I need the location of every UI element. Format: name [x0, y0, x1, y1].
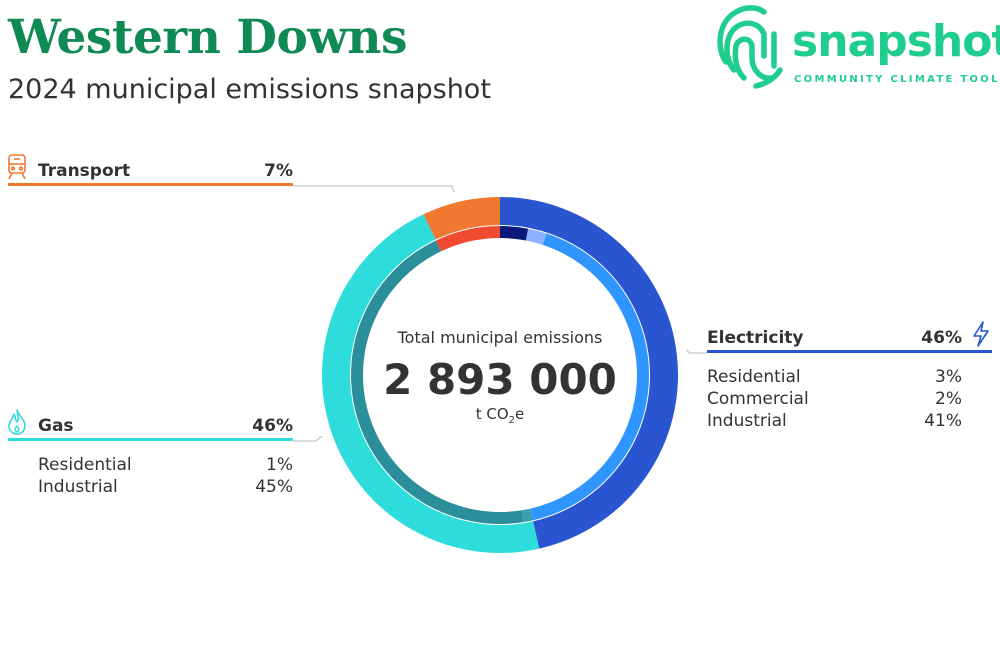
slice-electricity-industrial [530, 233, 649, 521]
list-item: Industrial 45% [38, 477, 293, 497]
logo-tagline: COMMUNITY CLIMATE TOOL [794, 74, 1000, 85]
lightning-icon [973, 321, 989, 347]
slice-gas-industrial [351, 240, 524, 524]
category-gas: Gas 46% Residential 1% Industrial 45% [8, 416, 293, 498]
transport-percent: 7% [264, 161, 293, 181]
slice-electricity-commercial [525, 228, 547, 245]
gas-leader-line [293, 435, 323, 442]
list-item: Residential 1% [38, 455, 293, 475]
transport-rule [8, 183, 293, 186]
fingerprint-logo-icon [717, 5, 783, 89]
gas-percent: 46% [252, 416, 293, 436]
list-item: Commercial 2% [707, 389, 962, 409]
slice-electricity-residential [499, 225, 529, 241]
electricity-rule [707, 350, 992, 353]
transport-label: Transport [38, 161, 131, 181]
total-value: 2 893 000 [383, 355, 617, 404]
list-item: Residential 3% [707, 367, 962, 387]
slice-electricity [499, 197, 678, 549]
train-icon [8, 154, 26, 180]
electricity-label: Electricity [707, 328, 804, 348]
slice-transport-inner [435, 226, 501, 252]
outer-ring [322, 197, 678, 553]
electricity-leader-line [685, 349, 707, 354]
list-item: Industrial 41% [707, 411, 962, 431]
transport-leader-line [293, 185, 455, 193]
electricity-percent: 46% [921, 328, 962, 348]
snapshot-logo: snapshot COMMUNITY CLIMATE TOOL [712, 0, 1000, 92]
total-unit: t CO2e [475, 405, 525, 426]
page-title: Western Downs [8, 10, 407, 65]
inner-ring [351, 225, 649, 524]
total-label: Total municipal emissions [397, 328, 603, 347]
gas-rule [8, 438, 293, 441]
gas-label: Gas [38, 416, 74, 436]
category-transport: Transport 7% [8, 161, 293, 186]
logo-wordmark: snapshot [792, 16, 1000, 67]
leader-lines [293, 185, 707, 442]
flame-icon [8, 409, 26, 435]
slice-gas-residential [521, 508, 533, 523]
page-subtitle: 2024 municipal emissions snapshot [8, 74, 491, 105]
slice-transport [423, 197, 501, 240]
slice-gas [322, 214, 540, 553]
category-electricity: Electricity 46% Residential 3% Commercia… [707, 328, 992, 432]
